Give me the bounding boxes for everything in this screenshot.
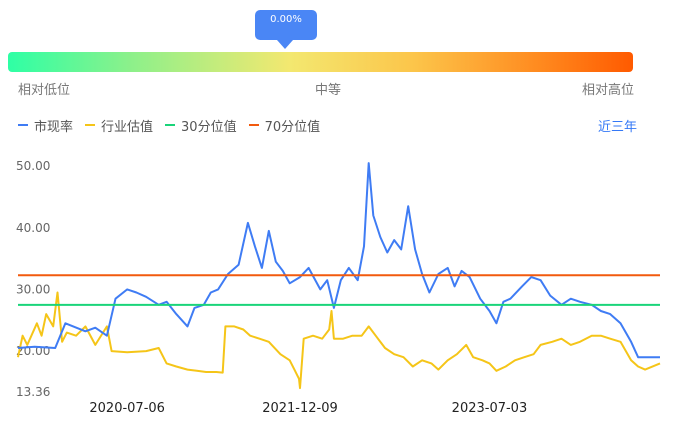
y-tick-label: 40.00 [16, 221, 50, 235]
x-tick-label: 2023-07-03 [452, 401, 528, 416]
legend-item-pe[interactable]: 市现率 [18, 116, 74, 135]
gauge-gradient-bar [8, 52, 633, 72]
gauge-mid-label: 中等 [315, 83, 342, 98]
legend-swatch-pe [18, 124, 28, 126]
series-line-pe [17, 162, 660, 359]
x-tick-label: 2021-12-09 [262, 401, 338, 416]
legend-label-p70: 70分位值 [264, 119, 321, 135]
series-line-industry [17, 291, 661, 390]
gauge-high-label: 相对高位 [582, 83, 635, 98]
percentile-value: 0.00% [270, 14, 302, 25]
gauge-low-label: 相对低位 [18, 83, 71, 98]
y-tick-label: 13.36 [16, 385, 50, 399]
chart-legend: 市现率 行业估值 30分位值 70分位值 [18, 116, 332, 135]
legend-swatch-p30 [165, 124, 176, 126]
percentile-gauge: 0.00% 相对低位 中等 相对高位 [0, 0, 686, 100]
y-tick-label: 50.00 [16, 159, 50, 173]
y-tick-label: 30.00 [16, 282, 50, 296]
legend-item-p70[interactable]: 70分位值 [248, 116, 321, 135]
period-selector-button[interactable]: 近三年 [598, 120, 638, 135]
x-tick-label: 2020-07-06 [89, 401, 165, 416]
legend-label-p30: 30分位值 [181, 119, 237, 135]
legend-item-industry[interactable]: 行业估值 [85, 116, 154, 135]
legend-label-industry: 行业估值 [101, 119, 154, 135]
legend-swatch-p70 [248, 124, 259, 126]
legend-label-pe: 市现率 [34, 119, 74, 135]
legend-item-p30[interactable]: 30分位值 [165, 116, 237, 135]
percentile-tooltip: 0.00% [255, 10, 317, 49]
legend-swatch-industry [85, 124, 96, 126]
